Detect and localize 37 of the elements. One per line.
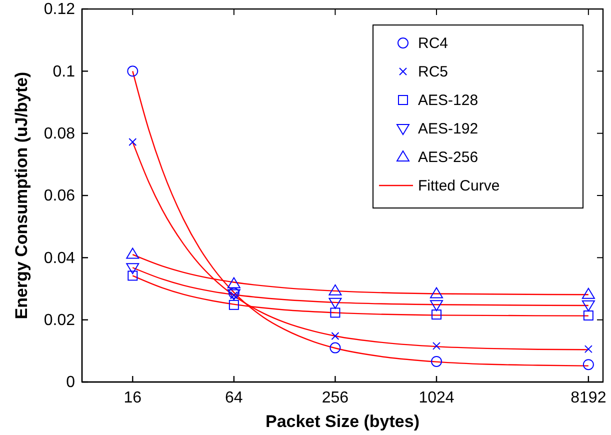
point bbox=[228, 300, 239, 310]
point bbox=[331, 332, 340, 340]
legend-label: RC5 bbox=[418, 64, 448, 80]
x-tick-label: 256 bbox=[322, 389, 349, 406]
point bbox=[430, 300, 443, 312]
x-tick-label: 16 bbox=[124, 389, 142, 406]
y-tick-label: 0.12 bbox=[44, 1, 76, 18]
point bbox=[227, 277, 240, 288]
point bbox=[128, 270, 138, 281]
x-tick-label: 8192 bbox=[570, 389, 606, 406]
point bbox=[431, 356, 442, 367]
point bbox=[432, 342, 440, 350]
point bbox=[430, 287, 443, 298]
point bbox=[328, 284, 342, 296]
legend-label: AES-128 bbox=[418, 92, 478, 109]
point bbox=[330, 308, 340, 318]
y-tick-label: 0 bbox=[66, 374, 76, 392]
y-axis-title: Energy Consumption (uJ/byte) bbox=[12, 72, 31, 320]
legend-label: Fitted Curve bbox=[418, 178, 500, 194]
point bbox=[328, 298, 342, 309]
y-tick-label: 0.02 bbox=[44, 312, 76, 329]
y-tick-label: 0.06 bbox=[44, 188, 76, 205]
y-tick-label: 0.1 bbox=[52, 63, 76, 80]
point bbox=[126, 263, 140, 274]
y-tick-label: 0.04 bbox=[44, 250, 76, 267]
point bbox=[128, 138, 137, 146]
point bbox=[127, 66, 138, 77]
y-tick-label: 0.08 bbox=[44, 125, 76, 142]
legend-label: AES-192 bbox=[418, 120, 478, 138]
x-tick-label: 1024 bbox=[418, 389, 454, 406]
legend-label: AES-256 bbox=[418, 149, 478, 166]
x-axis-title: Packet Size (bytes) bbox=[265, 412, 420, 431]
legend-label: RC4 bbox=[418, 35, 448, 52]
x-tick-label: 64 bbox=[225, 389, 243, 406]
point bbox=[432, 310, 442, 320]
point bbox=[330, 342, 341, 354]
point bbox=[126, 248, 140, 259]
